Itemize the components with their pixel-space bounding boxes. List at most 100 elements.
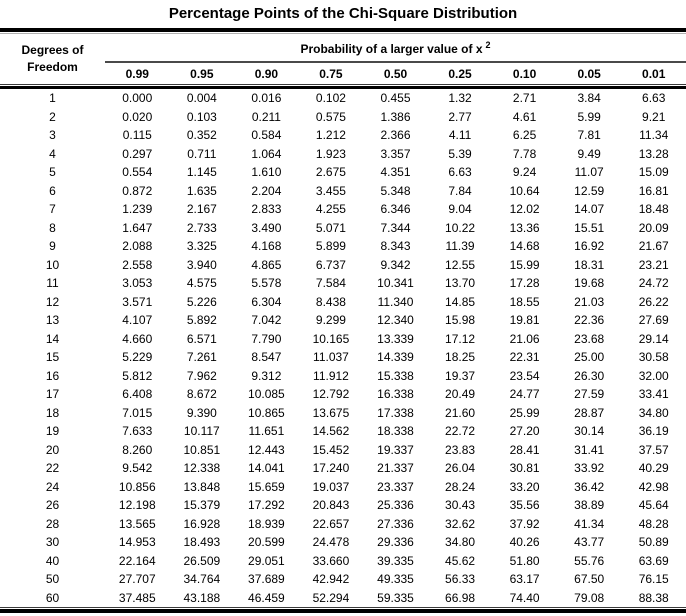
table-row: 50 27.707 34.764 37.689 42.942 49.335 56.33 63.… [0, 570, 686, 589]
value-cell: 21.67 [638, 239, 669, 254]
value-cell: 23.337 [377, 479, 414, 494]
column-header: 0.95 [190, 67, 214, 81]
df-cell: 2 [49, 109, 56, 124]
column-header: 0.50 [383, 67, 408, 81]
value-cell: 25.00 [574, 350, 605, 365]
value-cell: 33.92 [574, 461, 605, 476]
column-header: 0.10 [512, 67, 537, 81]
value-cell: 14.07 [574, 202, 605, 217]
df-cell: 1 [49, 91, 56, 106]
value-cell: 10.165 [312, 331, 350, 346]
value-cell: 8.343 [380, 239, 411, 254]
df-cell: 40 [45, 553, 60, 568]
value-cell: 7.790 [251, 331, 282, 346]
value-cell: 9.49 [577, 146, 601, 161]
value-cell: 10.865 [248, 405, 285, 420]
value-cell: 29.14 [638, 331, 669, 346]
value-cell: 20.09 [638, 220, 669, 235]
value-cell: 13.70 [445, 276, 476, 291]
value-cell: 15.338 [377, 368, 414, 383]
value-cell: 20.843 [312, 498, 350, 513]
value-cell: 10.64 [509, 183, 540, 198]
value-cell: 43.77 [574, 535, 605, 550]
value-cell: 17.28 [509, 276, 540, 291]
value-cell: 43.188 [183, 590, 221, 605]
value-cell: 21.03 [574, 294, 605, 309]
value-cell: 9.21 [642, 109, 666, 124]
value-cell: 5.071 [315, 220, 346, 235]
value-cell: 4.11 [448, 128, 472, 143]
table-row: 8 1.647 2.733 3.490 5.071 7.344 10.22 13.36 15.5… [0, 219, 686, 238]
value-cell: 17.338 [377, 405, 414, 420]
value-cell: 7.344 [380, 220, 411, 235]
value-cell: 41.34 [574, 516, 605, 531]
value-cell: 42.942 [312, 572, 350, 587]
table-row: 6 0.872 1.635 2.204 3.455 5.348 7.84 10.64 12.59… [0, 182, 686, 201]
value-cell: 6.304 [251, 294, 282, 309]
value-cell: 1.145 [186, 165, 217, 180]
value-cell: 2.366 [380, 128, 411, 143]
bottom-rule [0, 607, 686, 613]
value-cell: 5.899 [315, 239, 346, 254]
df-cell: 4 [49, 146, 56, 161]
value-cell: 4.168 [251, 239, 282, 254]
value-cell: 23.54 [509, 368, 540, 383]
value-cell: 23.83 [445, 442, 476, 457]
value-cell: 12.02 [509, 202, 540, 217]
value-cell: 0.554 [122, 165, 153, 180]
value-cell: 18.493 [183, 535, 221, 550]
value-cell: 33.660 [312, 553, 350, 568]
value-cell: 27.20 [509, 424, 540, 439]
value-cell: 34.80 [445, 535, 476, 550]
value-cell: 14.85 [445, 294, 476, 309]
value-cell: 22.164 [118, 553, 156, 568]
table-row: 10 2.558 3.940 4.865 6.737 9.342 12.55 15.99 18.… [0, 256, 686, 275]
value-cell: 1.32 [448, 91, 472, 106]
value-cell: 0.102 [315, 91, 346, 106]
value-cell: 0.020 [122, 109, 153, 124]
value-cell: 14.041 [248, 461, 285, 476]
value-cell: 4.575 [186, 276, 217, 291]
value-cell: 15.452 [312, 442, 350, 457]
value-cell: 7.584 [315, 276, 346, 291]
value-cell: 16.81 [638, 183, 669, 198]
value-cell: 50.89 [638, 535, 669, 550]
value-cell: 18.25 [445, 350, 476, 365]
column-header: 0.90 [254, 67, 279, 81]
value-cell: 1.239 [122, 202, 153, 217]
table-row: 4 0.297 0.711 1.064 1.923 3.357 5.39 7.78 9.49 13… [0, 145, 686, 164]
value-cell: 4.660 [122, 331, 153, 346]
value-cell: 22.31 [509, 350, 540, 365]
value-cell: 2.77 [448, 109, 472, 124]
value-cell: 19.037 [312, 479, 350, 494]
value-cell: 27.707 [118, 572, 156, 587]
value-cell: 21.337 [377, 461, 414, 476]
df-cell: 60 [45, 590, 60, 605]
value-cell: 7.962 [186, 368, 217, 383]
value-cell: 2.167 [186, 202, 217, 217]
value-cell: 11.912 [313, 368, 349, 383]
value-cell: 3.84 [577, 91, 601, 106]
value-cell: 5.578 [251, 276, 282, 291]
value-cell: 24.77 [509, 387, 540, 402]
value-cell: 0.455 [380, 91, 411, 106]
value-cell: 5.348 [380, 183, 411, 198]
value-cell: 18.48 [638, 202, 669, 217]
value-cell: 2.088 [122, 239, 153, 254]
value-cell: 40.29 [638, 461, 669, 476]
value-cell: 13.675 [312, 405, 350, 420]
table-header: Degrees of Freedom Probability of a larg… [0, 34, 686, 84]
value-cell: 2.71 [512, 91, 537, 106]
table-row: 40 22.164 26.509 29.051 33.660 39.335 45.62 51.… [0, 552, 686, 571]
value-cell: 1.064 [251, 146, 282, 161]
value-cell: 7.261 [186, 350, 217, 365]
df-cell: 16 [45, 368, 60, 383]
value-cell: 1.610 [251, 165, 282, 180]
table-row: 1 0.000 0.004 0.016 0.102 0.455 1.32 2.71 3.84 6.… [0, 89, 686, 108]
df-cell: 18 [45, 405, 60, 420]
value-cell: 17.240 [312, 461, 350, 476]
value-cell: 3.940 [186, 257, 217, 272]
value-cell: 3.053 [122, 276, 153, 291]
